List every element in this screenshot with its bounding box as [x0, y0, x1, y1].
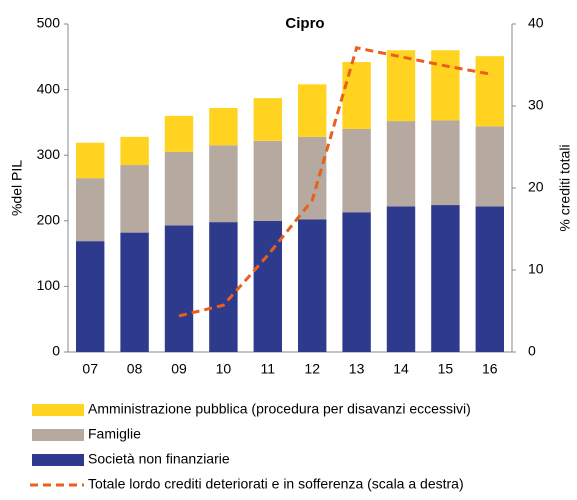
- bar-segment: [431, 205, 460, 352]
- bar-segment: [75, 178, 105, 242]
- y2-tick-label: 30: [528, 97, 544, 113]
- y-tick-label: 400: [37, 80, 61, 96]
- y2-tick-label: 20: [528, 179, 544, 195]
- legend-label: Società non finanziarie: [88, 451, 230, 467]
- bar-segment: [120, 232, 149, 352]
- y-axis-label: %del PIL: [9, 160, 25, 216]
- bar-segment: [164, 115, 194, 152]
- legend-swatch: [32, 429, 84, 441]
- y2-axis-label: % crediti totali: [557, 144, 573, 231]
- legend-label: Totale lordo crediti deteriorati e in so…: [88, 476, 464, 492]
- x-tick-label: 08: [127, 361, 143, 377]
- y2-tick-label: 0: [528, 343, 536, 359]
- bar-segment: [475, 206, 505, 352]
- y2-tick-label: 40: [528, 15, 544, 31]
- bar-segment: [297, 136, 327, 220]
- bar-segment: [120, 165, 149, 233]
- bar-segment: [342, 62, 371, 129]
- y2-tick-label: 10: [528, 261, 544, 277]
- bar-segment: [75, 142, 105, 179]
- bar-segment: [342, 212, 371, 352]
- x-tick-label: 12: [304, 361, 320, 377]
- bar-segment: [209, 145, 238, 223]
- y-tick-label: 300: [37, 146, 61, 162]
- line-series: [178, 46, 491, 318]
- bar-segment: [386, 50, 416, 122]
- x-tick-label: 07: [82, 361, 98, 377]
- y-tick-label: 500: [37, 15, 61, 31]
- x-tick-label: 13: [349, 361, 365, 377]
- bar-segment: [431, 120, 460, 206]
- bar-segment: [253, 220, 283, 352]
- bar-segment: [297, 84, 327, 137]
- bar-segment: [209, 222, 238, 352]
- bar-segment: [253, 140, 283, 221]
- bar-segment: [475, 126, 505, 207]
- bar-segment: [297, 219, 327, 352]
- x-tick-label: 15: [438, 361, 454, 377]
- bar-segment: [75, 241, 105, 352]
- y-tick-label: 200: [37, 212, 61, 228]
- chart-title: Cipro: [285, 15, 324, 32]
- legend-swatch: [32, 404, 84, 416]
- x-tick-label: 10: [216, 361, 232, 377]
- legend-label: Famiglie: [88, 426, 141, 442]
- x-tick-label: 16: [482, 361, 498, 377]
- legend-swatch: [32, 454, 84, 466]
- y-tick-label: 100: [37, 277, 61, 293]
- bar-segment: [342, 128, 371, 213]
- bar-segment: [253, 98, 283, 141]
- bar-segment: [120, 136, 149, 166]
- bar-segment: [386, 206, 416, 352]
- legend-label: Amministrazione pubblica (procedura per …: [88, 401, 471, 417]
- x-tick-label: 09: [171, 361, 187, 377]
- bar-segment: [164, 151, 194, 226]
- bar-segment: [386, 121, 416, 207]
- bar-segment: [209, 107, 238, 146]
- bar-segment: [431, 50, 460, 121]
- x-tick-label: 11: [261, 361, 276, 377]
- bar-segment: [475, 56, 505, 127]
- x-tick-label: 14: [393, 361, 409, 377]
- bar-segment: [164, 225, 194, 352]
- y-tick-label: 0: [52, 343, 60, 359]
